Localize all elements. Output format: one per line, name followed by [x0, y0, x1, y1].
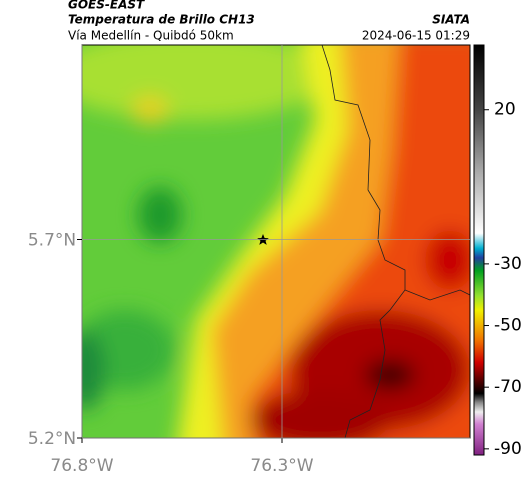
title: GOES-EAST [68, 0, 145, 12]
timestamp: 2024-06-15 01:29 [362, 29, 470, 43]
x-tick-label: 76.8°W [50, 456, 113, 476]
route: Vía Medellín - Quibdó 50km [68, 29, 234, 43]
x-tick-label: 76.3°W [250, 456, 313, 476]
y-tick-label: 5.7°N [28, 231, 76, 251]
colorbar-tick-label: -90 [494, 439, 522, 459]
brand: SIATA [432, 13, 470, 27]
subtitle: Temperatura de Brillo CH13 [68, 13, 255, 27]
colorbar-tick-label: -30 [494, 254, 522, 274]
colorbar-tick-label: 20 [494, 100, 516, 120]
y-tick-label: 5.2°N [28, 429, 76, 449]
heatmap [82, 45, 470, 438]
colorbar-tick-label: -50 [494, 316, 522, 336]
colorbar [473, 44, 485, 456]
colorbar-tick-label: -70 [494, 377, 522, 397]
